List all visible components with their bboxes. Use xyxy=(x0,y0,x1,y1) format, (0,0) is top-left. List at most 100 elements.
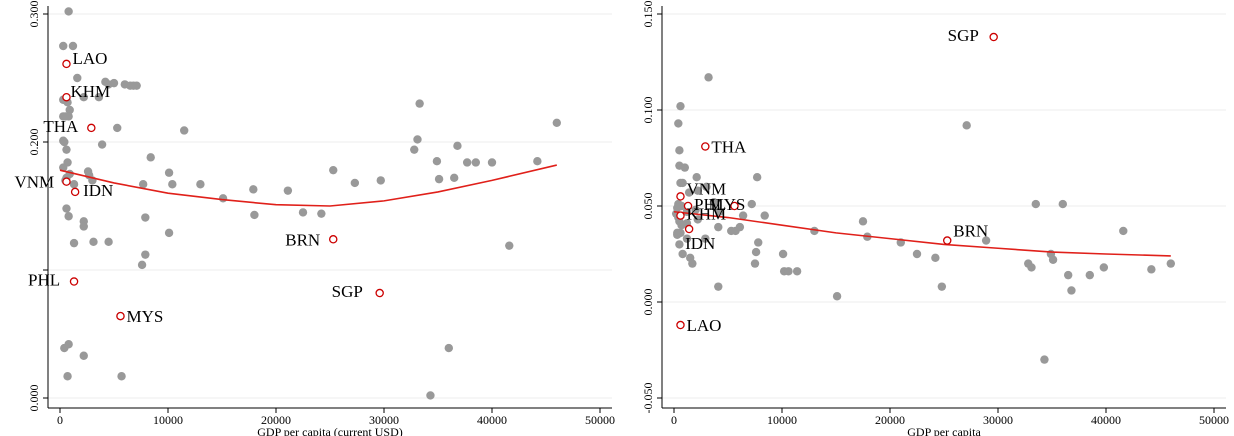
y-tick-label: 0.050 xyxy=(641,193,655,220)
data-point xyxy=(434,174,444,184)
data-point xyxy=(432,157,442,166)
data-point xyxy=(69,180,79,189)
data-point xyxy=(94,93,104,102)
data-point xyxy=(59,41,68,51)
data-point xyxy=(931,253,940,263)
data-point xyxy=(676,178,685,188)
data-point xyxy=(138,180,148,189)
x-tick-label: 10000 xyxy=(153,413,183,427)
data-point xyxy=(533,157,542,166)
highlighted-point-mys xyxy=(116,311,125,321)
point-label-phl: PHL xyxy=(694,195,726,214)
data-point xyxy=(79,93,88,102)
data-point xyxy=(79,351,88,360)
data-point xyxy=(132,81,141,90)
data-point xyxy=(735,222,745,232)
point-label-idn: IDN xyxy=(685,234,715,253)
data-point xyxy=(702,182,711,191)
data-point xyxy=(752,173,762,182)
data-point xyxy=(283,186,293,195)
data-point xyxy=(64,340,73,349)
data-point xyxy=(450,173,459,183)
data-point xyxy=(981,236,991,245)
highlighted-point-sgp xyxy=(375,288,384,298)
data-point xyxy=(674,119,683,128)
data-point xyxy=(1048,255,1058,264)
highlighted-point-khm xyxy=(676,211,685,220)
data-point xyxy=(693,186,702,195)
data-point xyxy=(1147,265,1156,274)
point-label-sgp: SGP xyxy=(948,26,979,45)
x-tick-label: 50000 xyxy=(585,413,615,427)
highlighted-point-vnm xyxy=(62,177,71,186)
highlighted-point-lao xyxy=(62,59,71,69)
data-point xyxy=(682,234,692,243)
data-point xyxy=(832,292,842,301)
data-point xyxy=(684,188,694,197)
data-point xyxy=(64,212,73,221)
data-point xyxy=(218,194,228,203)
data-point xyxy=(196,180,205,189)
data-point xyxy=(60,137,69,147)
data-point xyxy=(487,158,497,167)
data-point xyxy=(784,267,793,276)
point-label-sgp: SGP xyxy=(332,282,363,301)
data-point xyxy=(1067,286,1076,295)
data-point xyxy=(778,249,788,259)
data-point xyxy=(376,176,385,185)
data-point xyxy=(97,140,107,149)
data-point xyxy=(1031,199,1041,209)
point-label-khm: KHM xyxy=(686,205,726,224)
data-point xyxy=(1064,270,1073,280)
highlighted-point-tha xyxy=(701,142,710,151)
data-point xyxy=(113,123,122,133)
data-point xyxy=(1085,270,1095,280)
data-point xyxy=(858,217,868,226)
highlighted-point-idn xyxy=(684,224,694,234)
data-point xyxy=(962,121,971,130)
y-tick-label: 0.150 xyxy=(641,1,655,28)
data-point xyxy=(137,260,147,270)
data-point xyxy=(691,205,700,215)
data-point xyxy=(552,118,561,128)
data-point xyxy=(249,185,258,194)
data-point xyxy=(350,178,360,188)
data-point xyxy=(180,126,189,135)
data-point xyxy=(675,146,684,155)
highlighted-point-sgp xyxy=(989,32,998,42)
highlighted-point-mys xyxy=(730,201,739,211)
data-point xyxy=(59,112,68,121)
data-point xyxy=(63,372,72,381)
data-point xyxy=(760,211,769,220)
data-point xyxy=(692,173,701,182)
x-tick-label: 30000 xyxy=(369,413,399,427)
data-point xyxy=(701,234,710,243)
data-point xyxy=(168,180,177,189)
x-tick-label: 0 xyxy=(57,413,63,427)
y-tick-label: 0.100 xyxy=(641,97,655,124)
data-point xyxy=(146,153,155,162)
data-point xyxy=(141,213,150,222)
data-point xyxy=(714,222,723,232)
data-point xyxy=(751,247,761,257)
data-point xyxy=(64,7,73,16)
data-point xyxy=(164,168,174,177)
data-point xyxy=(750,259,760,268)
data-point xyxy=(1058,199,1068,209)
data-point xyxy=(65,105,74,115)
x-axis-title: GDP per capita (current USD) xyxy=(257,425,403,436)
data-point xyxy=(680,163,689,172)
data-point xyxy=(415,99,424,108)
x-tick-label: 20000 xyxy=(875,413,905,427)
data-point xyxy=(89,237,98,247)
point-label-mys: MYS xyxy=(126,307,163,326)
point-label-brn: BRN xyxy=(953,222,988,241)
data-point xyxy=(109,78,119,88)
data-point xyxy=(250,210,259,220)
right-scatter-panel: 0 10000 20000 30000 40000 50000 -0.050 0.000 0.0… xyxy=(641,1,1229,436)
highlighted-point-tha xyxy=(87,123,96,133)
data-point xyxy=(73,73,82,83)
